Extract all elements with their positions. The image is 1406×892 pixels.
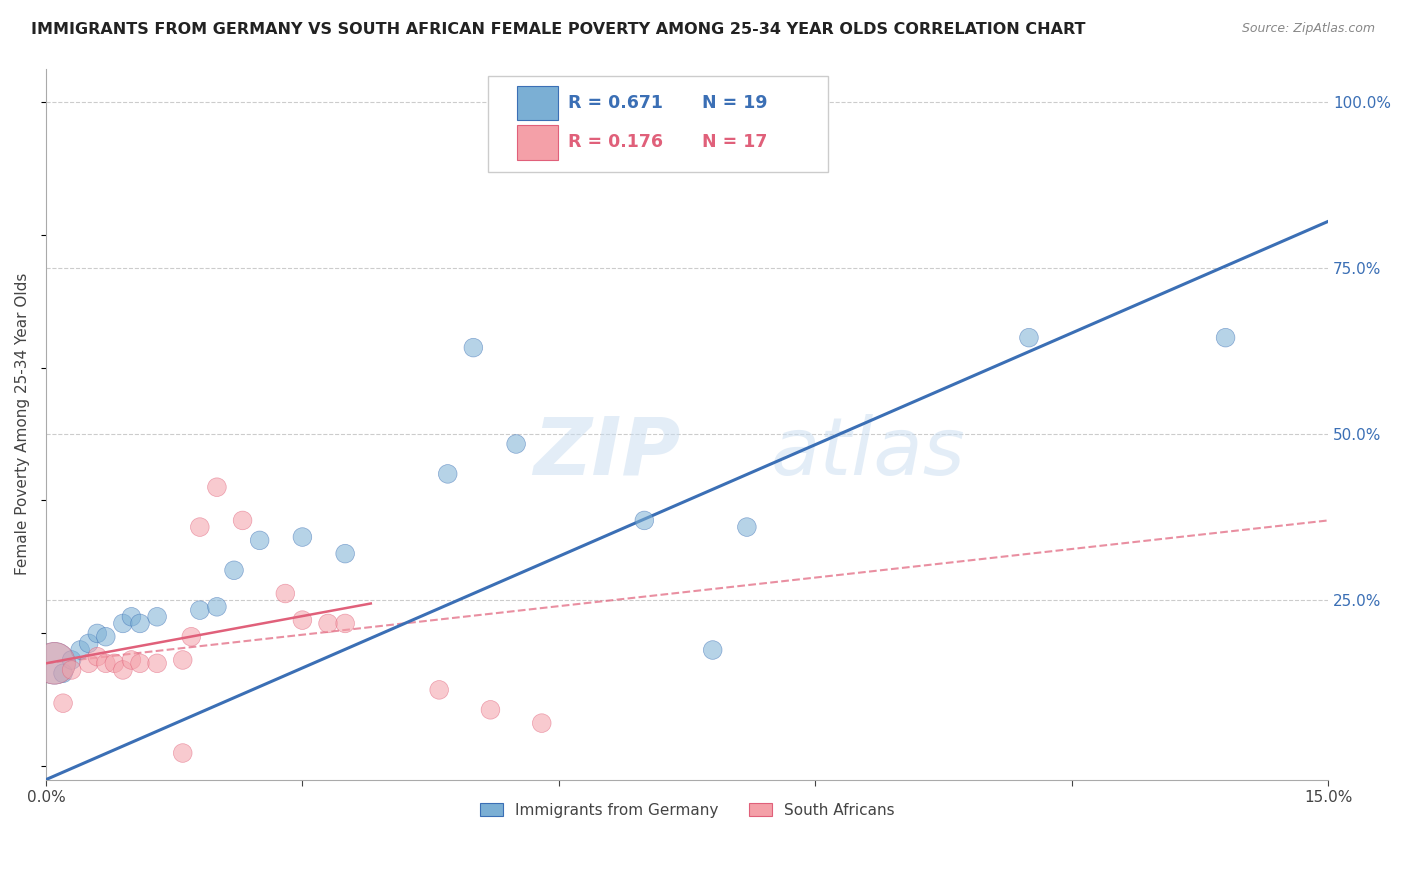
Point bbox=[146, 609, 169, 624]
Y-axis label: Female Poverty Among 25-34 Year Olds: Female Poverty Among 25-34 Year Olds bbox=[15, 273, 30, 575]
Point bbox=[77, 636, 100, 650]
Point bbox=[188, 520, 211, 534]
Point bbox=[52, 666, 75, 681]
Point bbox=[1215, 331, 1237, 345]
Text: R = 0.671: R = 0.671 bbox=[568, 95, 662, 112]
Point bbox=[129, 657, 152, 671]
Text: R = 0.176: R = 0.176 bbox=[568, 134, 662, 152]
Point bbox=[172, 746, 194, 760]
Point bbox=[232, 513, 254, 527]
Text: ZIP: ZIP bbox=[533, 414, 681, 491]
Point bbox=[735, 520, 758, 534]
Point bbox=[60, 663, 83, 677]
Point bbox=[120, 653, 142, 667]
Point bbox=[44, 657, 66, 671]
Point bbox=[505, 437, 527, 451]
Point bbox=[427, 682, 450, 697]
Point bbox=[60, 653, 83, 667]
Point bbox=[86, 649, 108, 664]
Point bbox=[1018, 331, 1040, 345]
Point bbox=[94, 630, 117, 644]
Point bbox=[94, 657, 117, 671]
Point bbox=[205, 480, 228, 494]
Point bbox=[52, 696, 75, 710]
Point bbox=[333, 616, 356, 631]
FancyBboxPatch shape bbox=[516, 126, 558, 160]
Point bbox=[702, 643, 724, 657]
Point bbox=[69, 643, 91, 657]
Point bbox=[172, 653, 194, 667]
Point bbox=[103, 657, 125, 671]
Point bbox=[291, 530, 314, 544]
Point bbox=[249, 533, 271, 548]
Point bbox=[479, 703, 502, 717]
Point bbox=[205, 599, 228, 614]
Point bbox=[316, 616, 339, 631]
Point bbox=[291, 613, 314, 627]
Point bbox=[77, 657, 100, 671]
Text: Source: ZipAtlas.com: Source: ZipAtlas.com bbox=[1241, 22, 1375, 36]
Point bbox=[710, 95, 733, 109]
Text: atlas: atlas bbox=[770, 414, 965, 491]
Point bbox=[436, 467, 458, 481]
FancyBboxPatch shape bbox=[516, 87, 558, 120]
Point bbox=[111, 663, 134, 677]
Point bbox=[463, 341, 485, 355]
Point bbox=[274, 586, 297, 600]
Point bbox=[222, 563, 245, 577]
Point bbox=[44, 657, 66, 671]
Point bbox=[120, 609, 142, 624]
Point bbox=[86, 626, 108, 640]
Point bbox=[333, 547, 356, 561]
Text: N = 19: N = 19 bbox=[703, 95, 768, 112]
Point bbox=[111, 616, 134, 631]
Point bbox=[180, 630, 202, 644]
Point bbox=[146, 657, 169, 671]
Text: N = 17: N = 17 bbox=[703, 134, 768, 152]
Point bbox=[633, 513, 655, 527]
Point bbox=[188, 603, 211, 617]
Legend: Immigrants from Germany, South Africans: Immigrants from Germany, South Africans bbox=[472, 795, 903, 825]
Text: IMMIGRANTS FROM GERMANY VS SOUTH AFRICAN FEMALE POVERTY AMONG 25-34 YEAR OLDS CO: IMMIGRANTS FROM GERMANY VS SOUTH AFRICAN… bbox=[31, 22, 1085, 37]
Point bbox=[530, 716, 553, 731]
Point bbox=[129, 616, 152, 631]
FancyBboxPatch shape bbox=[488, 76, 828, 171]
